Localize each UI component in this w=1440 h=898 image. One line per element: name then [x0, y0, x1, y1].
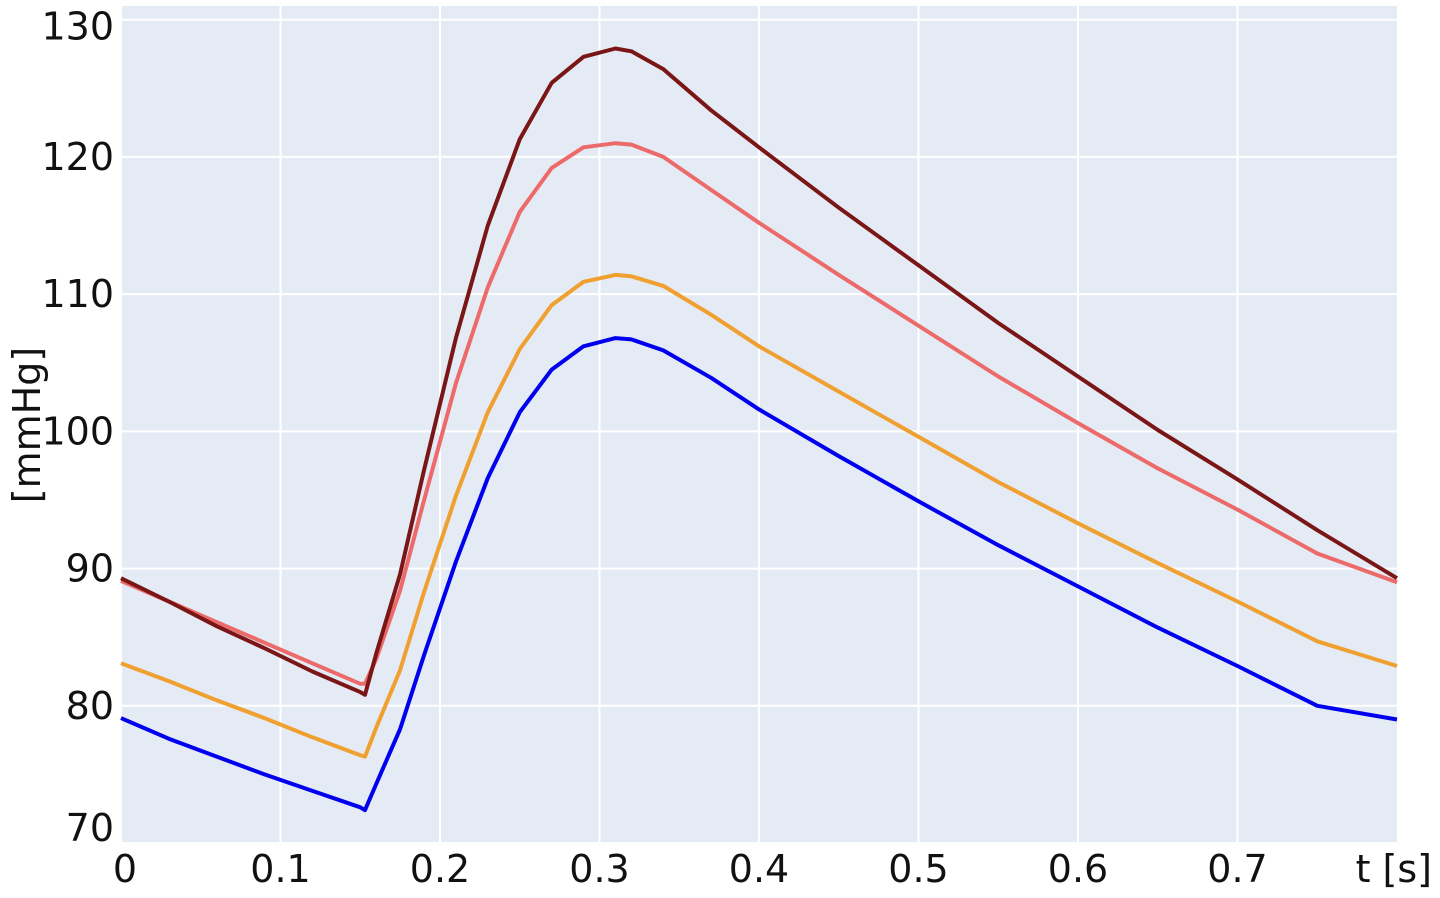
series-line-4: [120, 46, 1399, 697]
x-tick-label: 0: [113, 847, 137, 891]
x-tick-label: 0.3: [569, 847, 629, 891]
x-tick-label: 0.7: [1207, 847, 1267, 891]
x-tick-label: 0.2: [410, 847, 470, 891]
x-axis-label: t [s]: [1356, 847, 1432, 891]
x-tick-labels: 0 0.1 0.2 0.3 0.4 0.5 0.6 0.7: [113, 847, 1268, 891]
series-line-1: [120, 336, 1398, 813]
series-line-2: [120, 272, 1398, 759]
y-tick-label: 130: [41, 5, 114, 49]
x-tick-label: 0.6: [1048, 847, 1108, 891]
series-line-3: [120, 141, 1398, 686]
y-tick-label: 120: [41, 135, 114, 179]
x-tick-label: 0.4: [729, 847, 789, 891]
x-tick-label: 0.1: [250, 847, 310, 891]
series-lines: [120, 46, 1399, 813]
y-tick-labels: 70 80 90 100 110 120 130: [41, 5, 114, 850]
x-tick-label: 0.5: [888, 847, 948, 891]
y-tick-label: 100: [41, 409, 114, 453]
y-tick-label: 80: [66, 684, 114, 728]
y-tick-label: 90: [66, 547, 114, 591]
y-tick-label: 70: [66, 806, 114, 850]
grid-lines: [120, 6, 1397, 844]
y-axis-label: [mmHg]: [5, 347, 49, 503]
y-tick-label: 110: [41, 272, 114, 316]
